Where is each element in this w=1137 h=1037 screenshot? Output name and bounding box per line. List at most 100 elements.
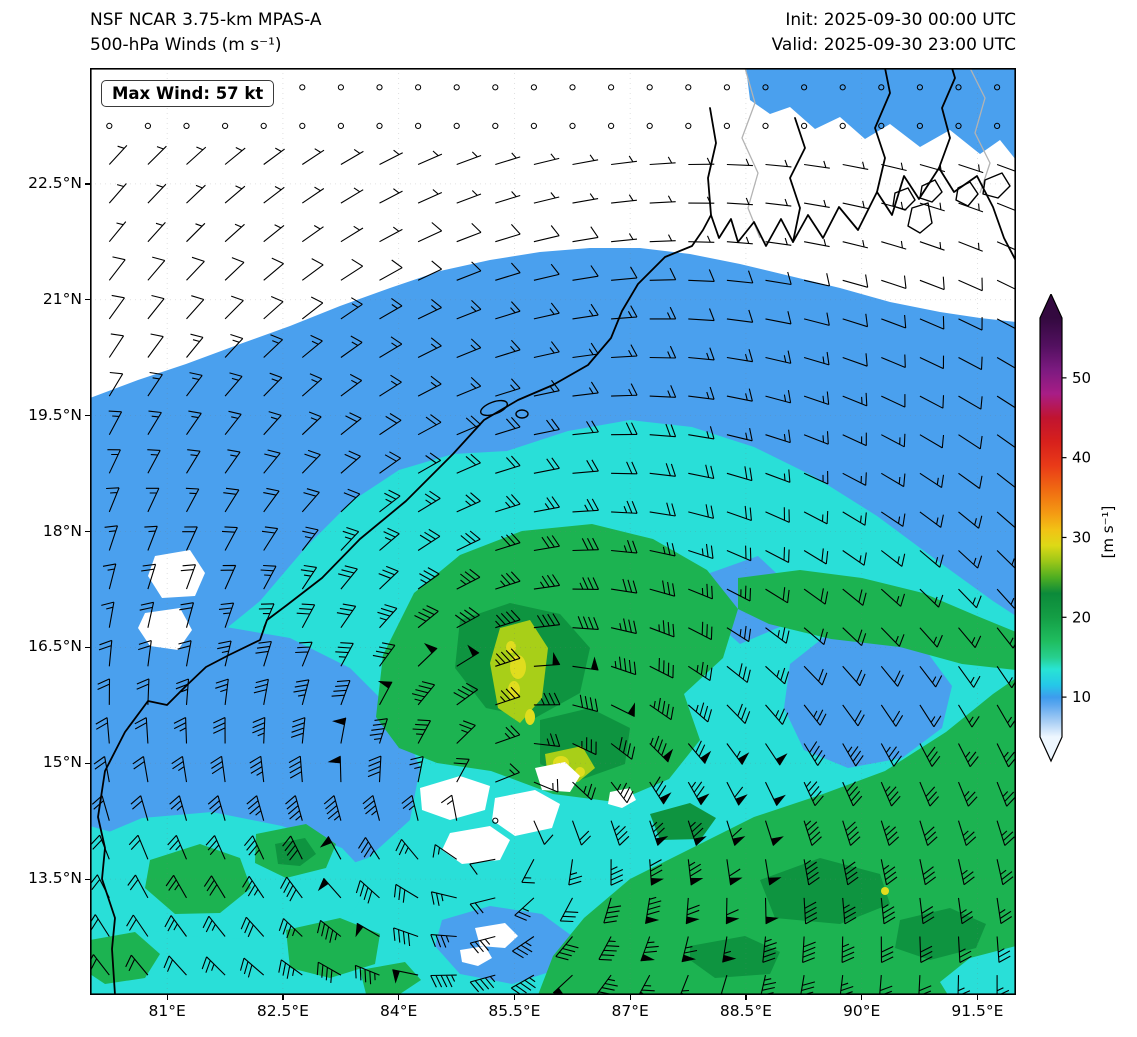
y-tick-mark bbox=[85, 762, 90, 764]
fill-yellow-6 bbox=[506, 641, 516, 653]
wind-barb bbox=[495, 571, 521, 590]
x-tick-mark bbox=[513, 995, 516, 1000]
wind-barb bbox=[687, 661, 713, 682]
calm-wind-circle bbox=[916, 84, 924, 91]
calm-wind-circle bbox=[492, 817, 499, 824]
calm-wind-circle bbox=[685, 122, 692, 130]
wind-barb bbox=[340, 373, 363, 397]
wind-barb bbox=[454, 607, 480, 629]
wind-barb bbox=[409, 756, 424, 783]
wind-barb bbox=[224, 185, 246, 204]
wind-barb bbox=[958, 472, 983, 489]
wind-barb bbox=[533, 778, 559, 793]
calm-wind-circle bbox=[955, 84, 962, 91]
wind-barb bbox=[207, 795, 226, 821]
wind-barb bbox=[688, 543, 714, 560]
wind-barb bbox=[996, 472, 1016, 489]
wind-barb bbox=[726, 625, 752, 643]
wind-barb bbox=[880, 897, 896, 925]
river-2 bbox=[874, 68, 891, 193]
wind-barb bbox=[107, 449, 121, 474]
wind-barb bbox=[362, 795, 381, 821]
wind-barb bbox=[572, 781, 597, 801]
x-tick-mark bbox=[166, 995, 168, 1000]
calm-wind-circle bbox=[299, 122, 306, 130]
wind-barb-flag bbox=[659, 792, 672, 805]
wind-barb bbox=[842, 627, 867, 646]
wind-barb bbox=[125, 954, 149, 976]
wind-barb bbox=[842, 432, 867, 447]
wind-barb bbox=[996, 627, 1016, 649]
fill-white-5 bbox=[442, 826, 510, 864]
wind-barb bbox=[957, 897, 974, 925]
wind-barb bbox=[842, 897, 857, 925]
x-tick-label: 88.5°E bbox=[719, 1002, 772, 1020]
x-tick-label: 87°E bbox=[611, 1002, 649, 1020]
wind-barb bbox=[919, 743, 941, 767]
wind-barb bbox=[456, 151, 482, 166]
calm-wind-circle bbox=[376, 122, 383, 130]
wind-barb bbox=[533, 302, 560, 320]
colorbar-tick-label: 20 bbox=[1072, 608, 1091, 626]
calm-wind-circle bbox=[608, 122, 615, 130]
wind-barb bbox=[331, 679, 351, 706]
wind-barb bbox=[649, 156, 676, 166]
wind-barb bbox=[649, 859, 663, 886]
wind-barb bbox=[169, 795, 188, 821]
colorbar: 10 20 30 40 50 bbox=[1030, 292, 1130, 774]
wind-barb bbox=[842, 820, 861, 846]
wind-barb bbox=[726, 703, 751, 724]
wind-barb bbox=[456, 415, 482, 436]
wind-barb bbox=[881, 162, 907, 172]
wind-barb bbox=[495, 455, 521, 474]
wind-barb bbox=[803, 273, 831, 287]
wind-barb bbox=[469, 935, 496, 954]
calm-wind-circle bbox=[569, 84, 576, 91]
wind-barb bbox=[996, 897, 1013, 925]
wind-barb bbox=[688, 157, 715, 166]
y-tick-mark bbox=[85, 299, 90, 301]
wind-barb bbox=[611, 266, 638, 281]
wind-barb bbox=[263, 224, 285, 243]
wind-barb bbox=[108, 145, 128, 165]
wind-barb bbox=[379, 226, 403, 243]
wind-barb bbox=[880, 936, 894, 963]
wind-barb bbox=[278, 959, 303, 979]
wind-barb bbox=[842, 239, 869, 249]
wind-barb bbox=[224, 449, 241, 474]
wind-barb bbox=[258, 603, 275, 628]
wind-barb bbox=[378, 565, 399, 590]
wind-barb bbox=[559, 897, 579, 923]
wind-barb bbox=[521, 859, 535, 884]
wind-barb bbox=[147, 183, 167, 204]
wind-barb bbox=[301, 449, 321, 474]
delta-island-5 bbox=[982, 172, 1011, 199]
calm-wind-circle bbox=[916, 122, 924, 130]
wind-barb-flag bbox=[467, 644, 480, 657]
wind-barb bbox=[224, 147, 246, 165]
wind-barb bbox=[533, 733, 561, 747]
wind-barb bbox=[242, 875, 265, 899]
wind-barb bbox=[177, 640, 192, 667]
wind-barb bbox=[90, 914, 110, 937]
wind-barb bbox=[803, 820, 822, 846]
wind-barb bbox=[495, 494, 521, 513]
wind-barb bbox=[141, 563, 157, 590]
wind-barb bbox=[572, 537, 599, 552]
wind-barb bbox=[263, 411, 282, 436]
river-4 bbox=[789, 117, 806, 243]
wind-barb bbox=[301, 225, 324, 243]
wind-barb bbox=[367, 755, 382, 783]
wind-barb bbox=[430, 974, 457, 988]
fill-white-9 bbox=[608, 788, 636, 808]
wind-barb bbox=[958, 317, 983, 331]
y-tick-mark bbox=[85, 878, 90, 880]
wind-barb bbox=[280, 876, 303, 902]
map-panel bbox=[90, 68, 1016, 995]
wind-barb bbox=[919, 355, 945, 370]
wind-barb bbox=[640, 936, 659, 962]
wind-barb bbox=[139, 601, 155, 628]
wind-barb bbox=[456, 453, 481, 474]
delta-island-3 bbox=[955, 181, 979, 207]
wind-barb bbox=[572, 154, 599, 166]
